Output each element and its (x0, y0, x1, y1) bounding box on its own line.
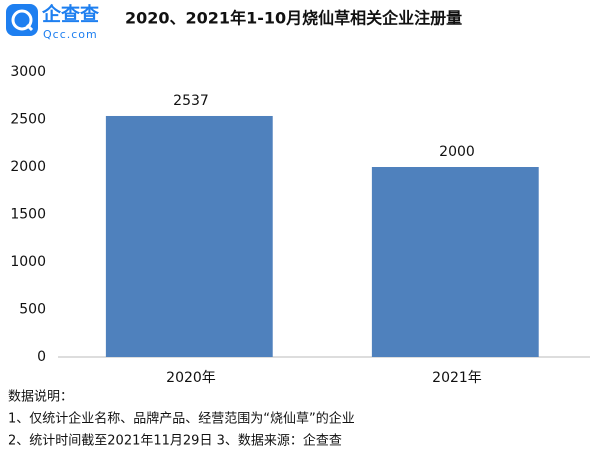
logo-domain: Qcc.com (43, 28, 98, 41)
chart-title: 2020、2021年1-10月烧仙草相关企业注册量 (125, 9, 462, 28)
logo-icon-glyph (25, 23, 34, 32)
data-label: 2537 (173, 93, 209, 109)
y-tick-label: 1000 (10, 254, 46, 270)
note: 2、统计时间截至2021年11月29日 3、数据来源：企查查 (8, 433, 342, 449)
y-tick-label: 0 (37, 349, 46, 365)
bar (371, 167, 539, 357)
note: 1、仅统计企业名称、品牌产品、经营范围为“烧仙草”的企业 (8, 411, 355, 427)
y-tick-label: 1500 (10, 207, 46, 223)
y-tick-label: 2500 (10, 112, 46, 128)
x-tick-label: 2021年 (432, 370, 482, 386)
bar (105, 115, 273, 357)
x-tick-label: 2020年 (166, 370, 216, 386)
logo-icon-glyph (11, 9, 33, 31)
y-tick-label: 500 (19, 302, 46, 318)
logo-icon (6, 4, 38, 36)
y-tick-label: 3000 (10, 64, 46, 80)
y-tick-label: 2000 (10, 159, 46, 175)
note: 数据说明： (8, 390, 73, 405)
logo-name: 企查查 (41, 3, 100, 26)
data-label: 2000 (439, 144, 475, 160)
